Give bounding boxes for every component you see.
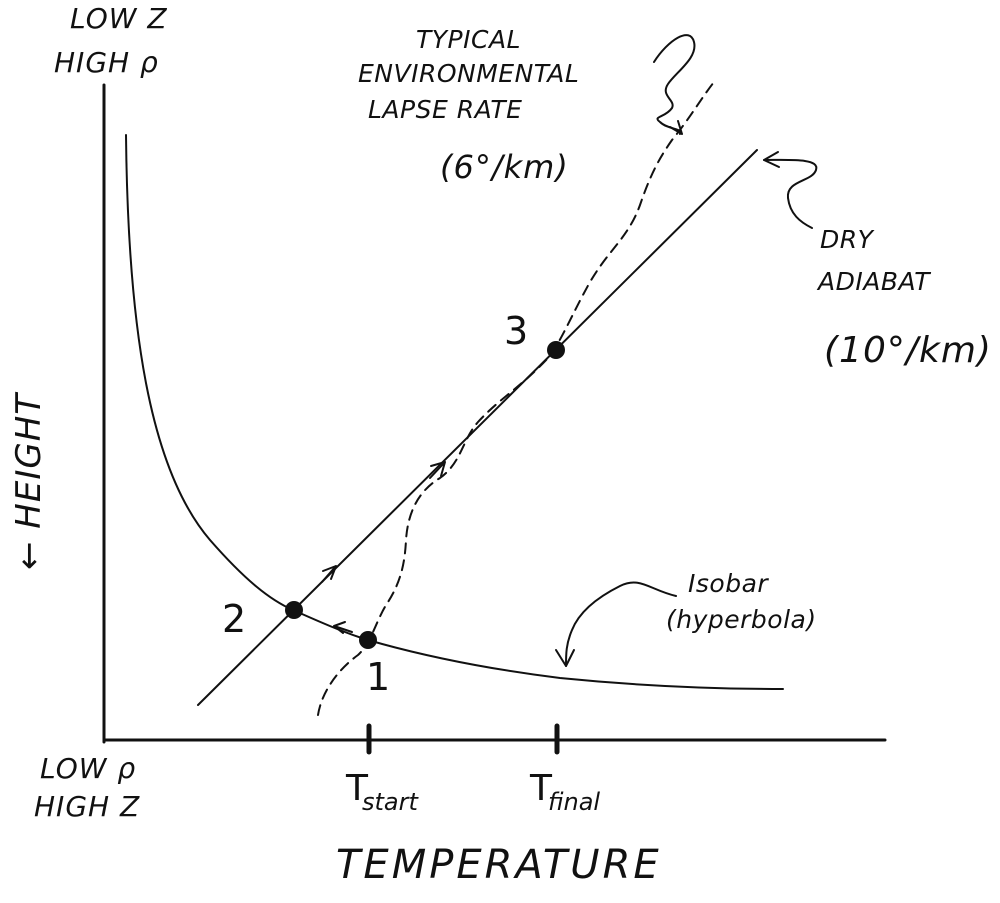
x-axis-title: TEMPERATURE [336,842,662,888]
dry-label-2: ADIABAT [816,267,931,296]
bottom-left-label-2: HIGH Z [34,790,140,823]
y-axis-title: ← HEIGHT [9,392,49,570]
isobar-arrow [333,621,353,634]
env-label-3: LAPSE RATE [368,95,522,124]
isobar-label-1: Isobar [688,569,769,598]
t-start-label: T start [345,768,419,816]
t-final-sub: final [548,788,600,816]
dry-adiabat-pointer-head [763,151,780,168]
env-label-4: (6°/km) [440,148,569,186]
isobar-pointer-head [555,649,575,667]
point-1-marker [359,631,377,649]
isobar-pointer [565,581,677,667]
t-final-label: T final [529,768,600,816]
t-final-main: T [529,768,553,809]
env-lapse-pointer-head [669,120,683,135]
environmental-lapse-curve [317,81,715,716]
point-2-marker [285,601,303,619]
isobar-label-2: (hyperbola) [666,605,817,634]
adiabat-arrow-lower [321,565,337,583]
env-label-2: ENVIRONMENTAL [358,59,579,88]
adiabat-arrow-upper [429,461,446,479]
top-left-label-2: HIGH ρ [54,46,159,79]
t-start-sub: start [362,788,419,816]
dry-label-3: (10°/km) [824,330,992,371]
point-3-marker [547,341,565,359]
bottom-left-label-1: LOW ρ [40,752,136,785]
dry-adiabat-pointer [763,158,818,229]
isobar-curve [125,134,784,690]
dry-label-1: DRY [820,225,875,254]
point-3-label: 3 [504,309,528,353]
env-label-1: TYPICAL [416,25,521,54]
top-left-label-1: LOW Z [70,2,168,35]
t-start-main: T [345,768,369,809]
env-lapse-pointer [653,34,696,135]
point-1-label: 1 [366,655,390,699]
point-2-label: 2 [222,597,246,641]
